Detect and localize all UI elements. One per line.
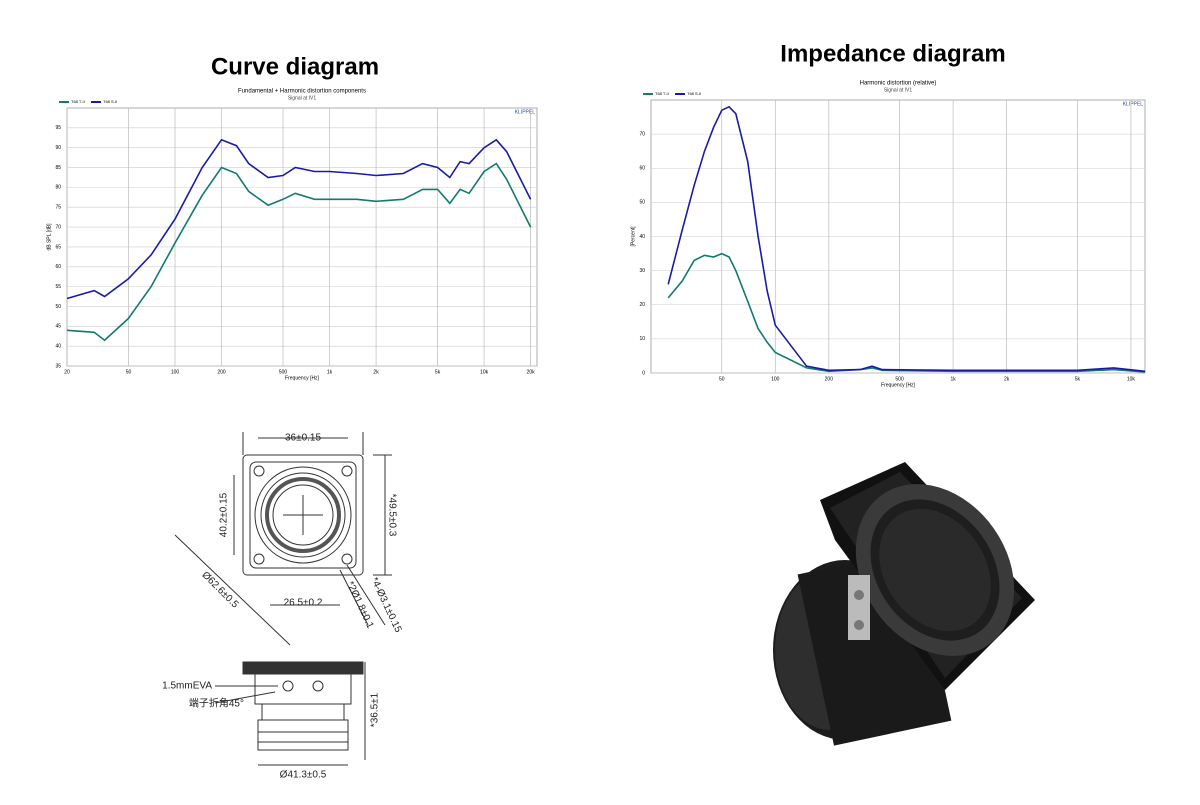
dimension-drawing <box>174 432 392 766</box>
dim-label: *49.5±0.3 <box>386 494 397 537</box>
y-tick-label: 90 <box>55 145 61 151</box>
y-tick-label: 55 <box>55 284 61 290</box>
dim-label: 1.5mmEVA <box>162 681 212 692</box>
dim-label: 端子折角45° <box>189 697 244 710</box>
y-tick-label: 30 <box>639 268 645 274</box>
speaker-photo <box>773 462 1035 746</box>
brand: KLIPPEL <box>1123 101 1144 107</box>
x-tick-label: 2k <box>1004 376 1010 382</box>
legend-label: T68 T-II <box>71 99 85 104</box>
dim-label: *2Ø1.8±0.1 <box>344 580 376 631</box>
chart-title: Fundamental + Harmonic distortion compon… <box>238 89 366 95</box>
chart-subtitle: Signal at IV1 <box>884 87 913 93</box>
y-tick-label: 95 <box>55 125 61 131</box>
dim-label: 26.5±0.2 <box>284 598 323 609</box>
y-tick-label: 45 <box>55 324 61 330</box>
x-tick-label: 200 <box>217 369 226 375</box>
y-tick-label: 40 <box>55 343 61 349</box>
x-tick-label: 2k <box>373 369 379 375</box>
y-tick-label: 80 <box>55 185 61 191</box>
y-tick-label: 50 <box>55 304 61 310</box>
chart-subtitle: Signal at IV1 <box>288 95 317 101</box>
legend-label: T68 S-II <box>687 91 701 96</box>
x-tick-label: 5k <box>435 369 441 375</box>
x-tick-label: 10k <box>480 369 489 375</box>
legend-label: T68 T-II <box>655 91 669 96</box>
y-tick-label: 60 <box>55 264 61 270</box>
x-tick-label: 100 <box>771 376 780 382</box>
x-tick-label: 5k <box>1075 376 1081 382</box>
brand: KLIPPEL <box>515 109 536 115</box>
y-tick-label: 0 <box>642 370 645 376</box>
y-tick-label: 60 <box>639 166 645 172</box>
data-line <box>66 138 532 300</box>
x-tick-label: 50 <box>719 376 725 382</box>
y-axis-label: [Percent] <box>630 226 636 247</box>
data-line <box>66 162 532 342</box>
x-tick-label: 20 <box>64 369 70 375</box>
y-tick-label: 20 <box>639 302 645 308</box>
y-axis-label: dB SPL [dB] <box>46 223 52 251</box>
y-tick-label: 70 <box>639 131 645 137</box>
dim-label: 36±0.15 <box>285 433 322 444</box>
x-tick-label: 10k <box>1127 376 1136 382</box>
legend-label: T68 S-II <box>103 99 117 104</box>
x-tick-label: 20k <box>527 369 536 375</box>
data-line <box>667 105 1146 373</box>
dim-label: Ø62.6±0.5 <box>200 570 241 611</box>
chart-heading: Curve diagram <box>211 53 379 80</box>
data-line <box>667 252 1146 373</box>
chart-heading: Impedance diagram <box>780 40 1005 67</box>
x-tick-label: 1k <box>950 376 956 382</box>
y-tick-label: 10 <box>639 336 645 342</box>
y-tick-label: 70 <box>55 224 61 230</box>
y-tick-label: 75 <box>55 205 61 211</box>
y-tick-label: 40 <box>639 234 645 240</box>
y-tick-label: 50 <box>639 200 645 206</box>
y-tick-label: 65 <box>55 244 61 250</box>
y-tick-label: 85 <box>55 165 61 171</box>
x-tick-label: 200 <box>825 376 834 382</box>
x-axis-label: Frequency [Hz] <box>881 382 916 388</box>
chart-title: Harmonic distortion (relative) <box>860 81 937 87</box>
x-axis-label: Frequency [Hz] <box>285 375 320 381</box>
x-tick-label: 500 <box>279 369 288 375</box>
x-tick-label: 500 <box>895 376 904 382</box>
plot-frame <box>66 107 538 367</box>
x-tick-label: 50 <box>126 369 132 375</box>
dim-label: 40.2±0.15 <box>219 492 230 537</box>
x-tick-label: 100 <box>171 369 180 375</box>
dim-label: *36.5±1 <box>370 692 381 727</box>
y-tick-label: 35 <box>55 363 61 369</box>
dim-label: Ø41.3±0.5 <box>280 770 327 781</box>
x-tick-label: 1k <box>327 369 333 375</box>
